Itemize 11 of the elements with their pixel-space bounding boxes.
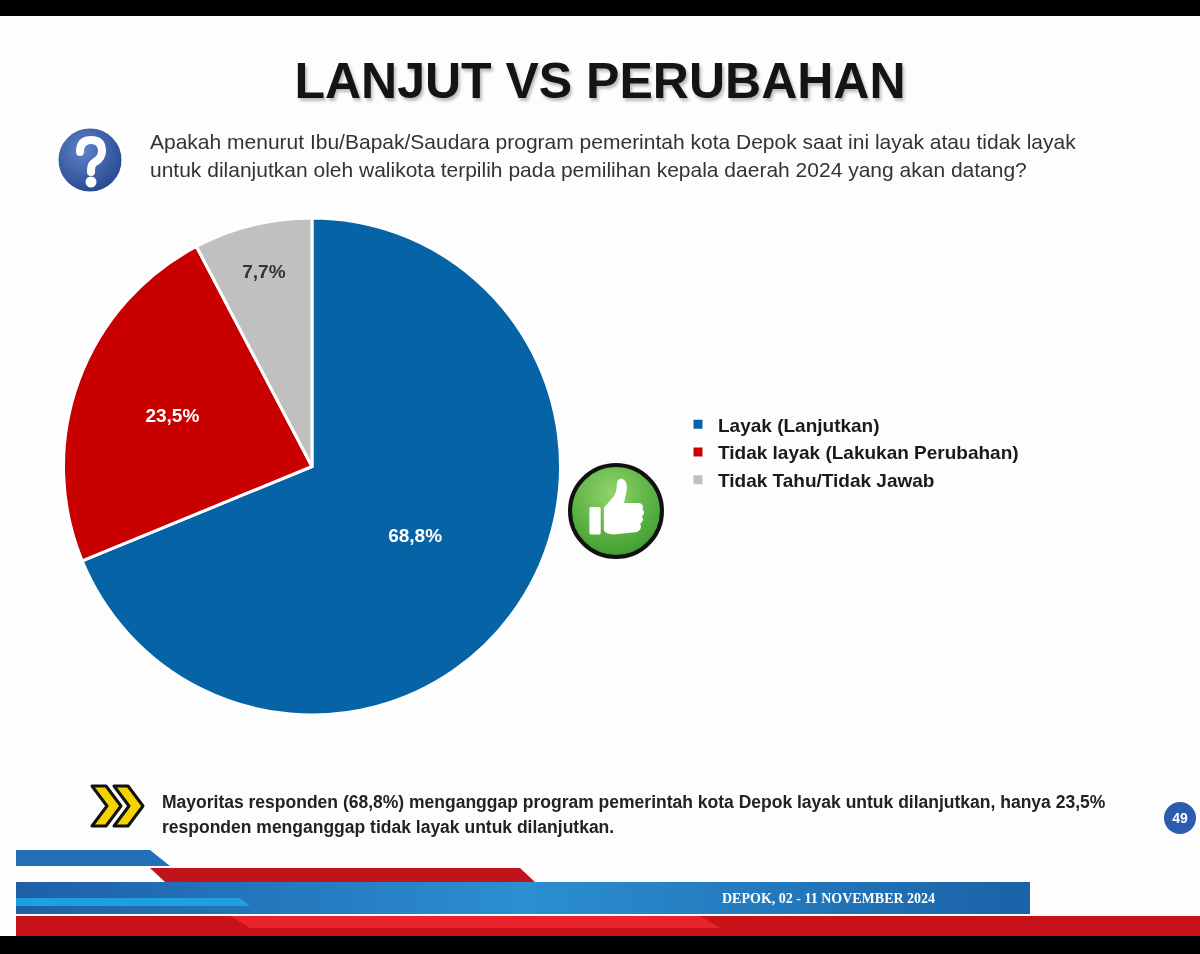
legend-label: Tidak Tahu/Tidak Jawab: [718, 470, 935, 492]
text: 49: [1164, 802, 1196, 834]
chart-title: LANJUT VS PERUBAHAN: [293, 52, 907, 110]
chart-subtitle: Apakah menurut Ibu/Bapak/Saudara program pemerintah kota Depok saat ini layak atau tidak layak untuk dilanjutkan oleh walikota terpilih pada pemilihan kepala daerah 2024 yang akan datang?: [150, 129, 1077, 183]
data-label: 7,7%: [242, 261, 286, 283]
legend-label: Layak (Lanjutkan): [718, 414, 880, 436]
legend-label: Tidak layak (Lakukan Perubahan): [718, 442, 1019, 464]
data-label: 23,5%: [145, 405, 200, 427]
text: Mayoritas responden (68,8%) menganggap program pemerintah kota Depok layak untuk dilanjutkan, hanya 23,5% responden menganggap tidak layak untuk dilanjutkan.: [162, 791, 1107, 839]
data-label: 68,8%: [388, 525, 443, 547]
text: DEPOK, 02 - 11 NOVEMBER 2024: [722, 891, 936, 907]
